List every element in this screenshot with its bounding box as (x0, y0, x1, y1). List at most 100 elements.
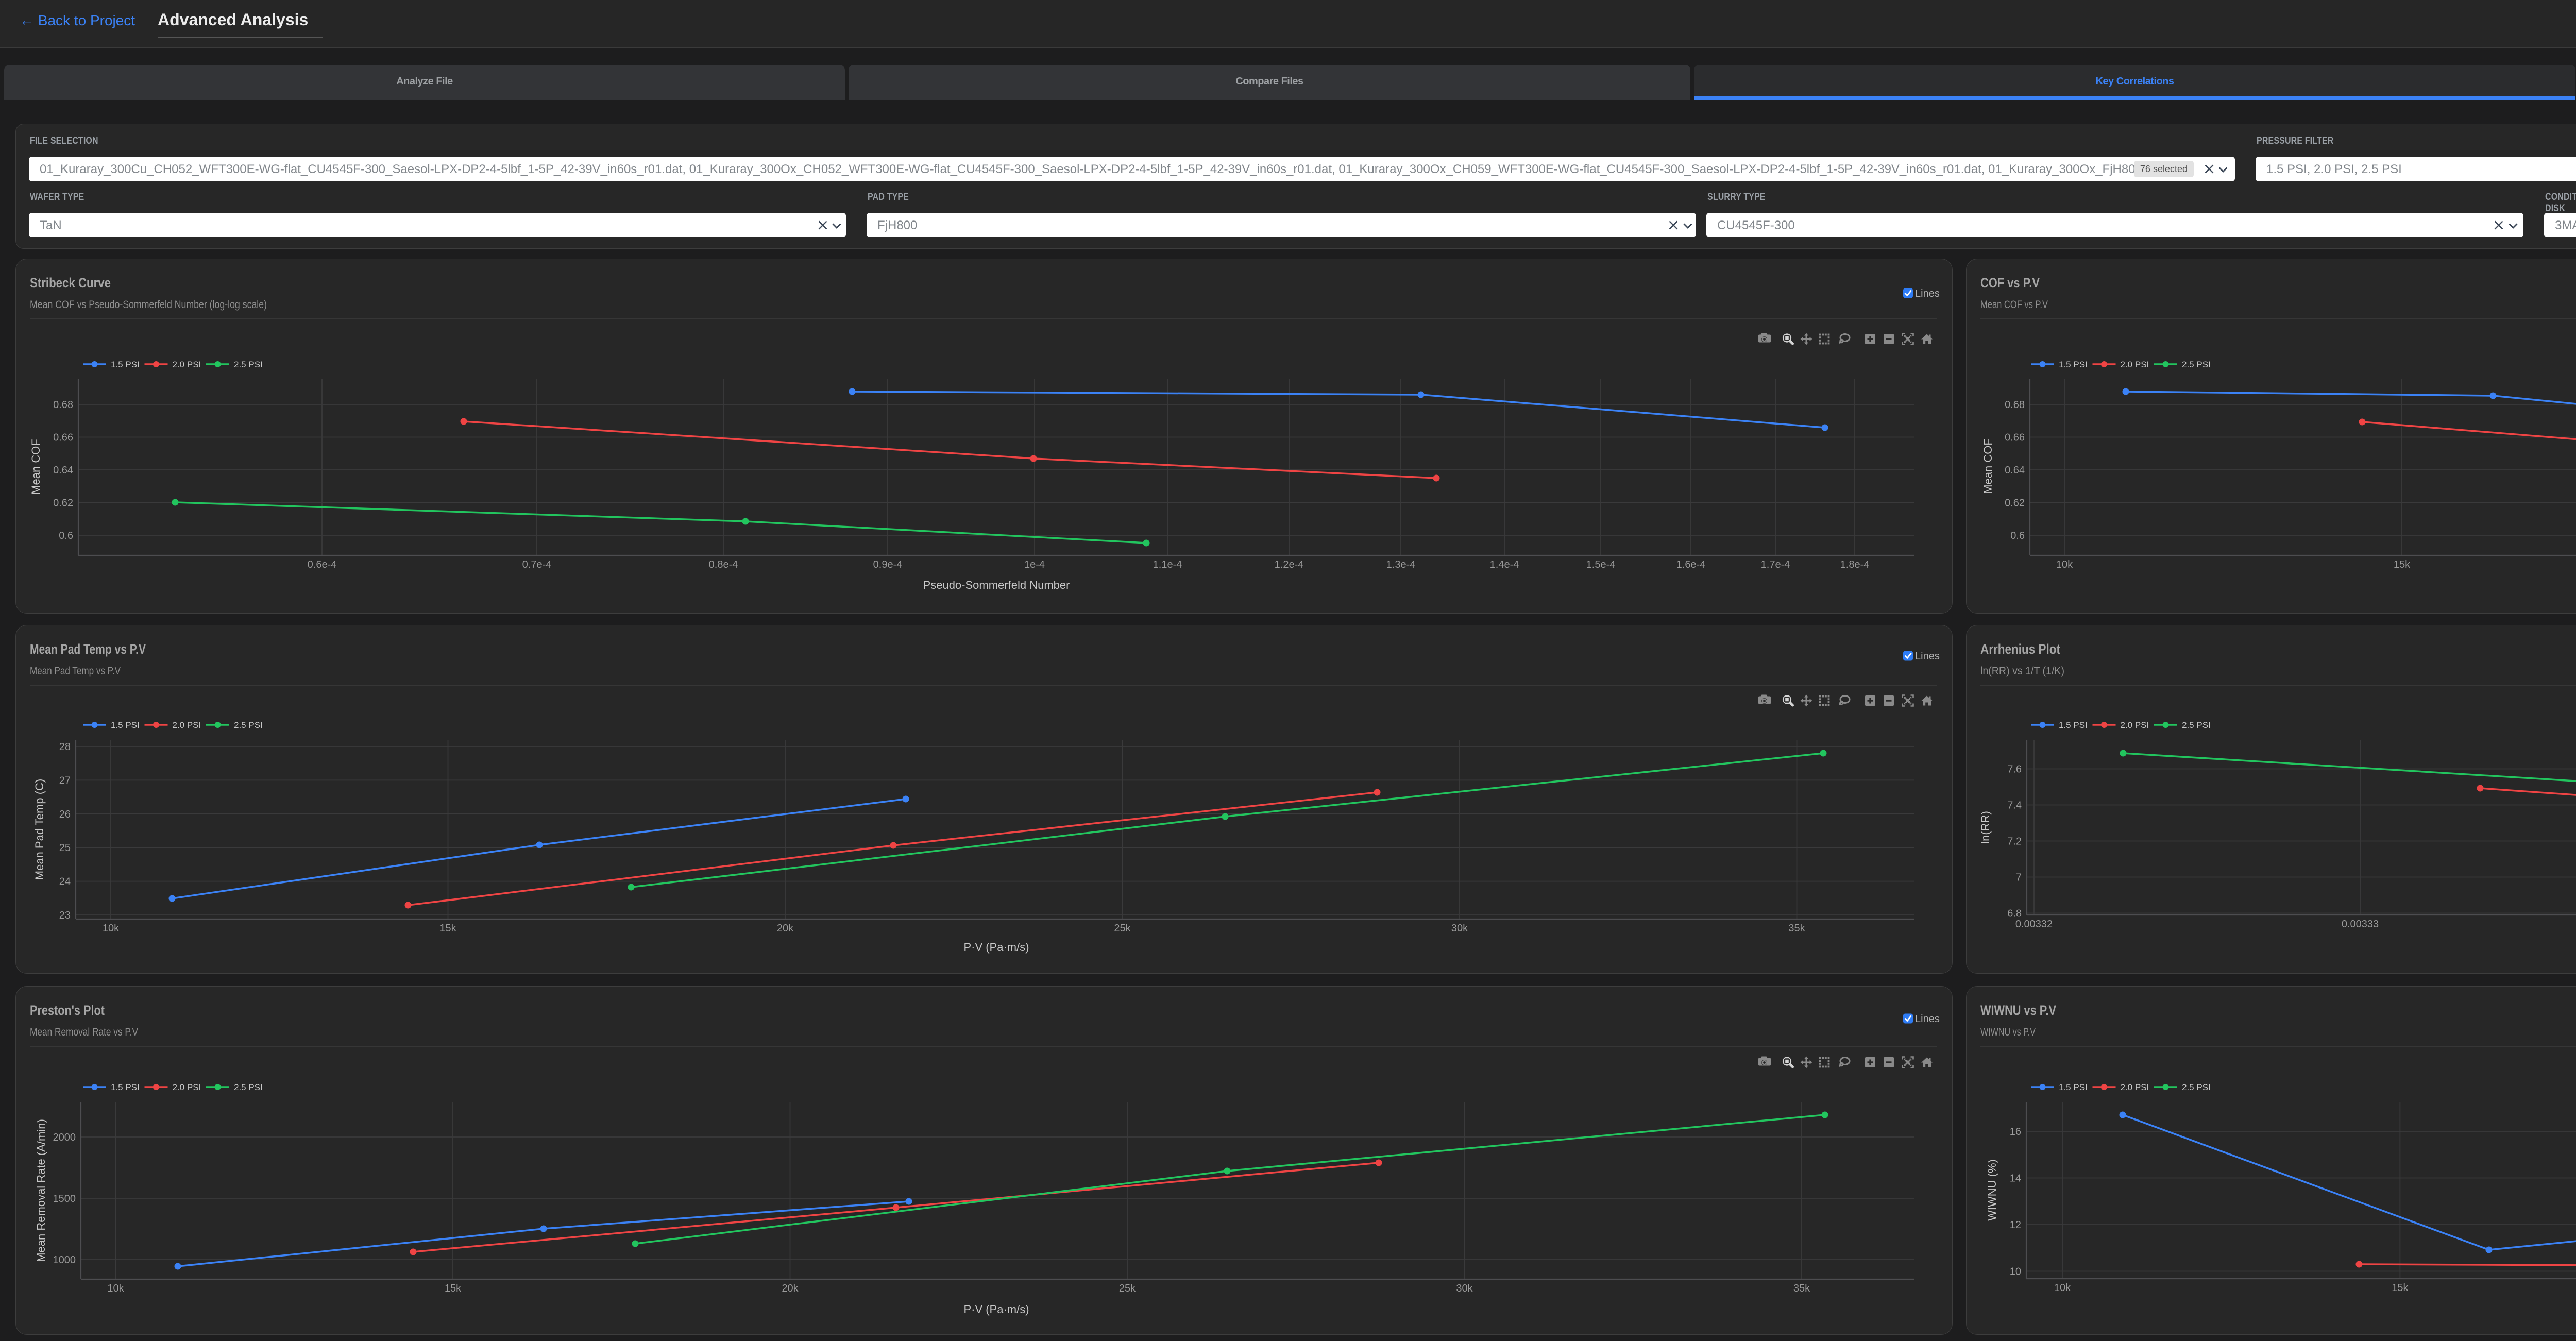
svg-text:2.0 PSI: 2.0 PSI (173, 720, 201, 730)
svg-text:0.68: 0.68 (53, 399, 73, 411)
svg-text:0.66: 0.66 (53, 432, 73, 444)
svg-text:1.4e-4: 1.4e-4 (1490, 559, 1519, 570)
svg-text:10k: 10k (2054, 1282, 2071, 1294)
svg-text:25k: 25k (1114, 923, 1131, 934)
svg-text:24: 24 (59, 876, 71, 888)
svg-text:P·V (Pa·m/s): P·V (Pa·m/s) (963, 941, 1029, 954)
svg-text:1.2e-4: 1.2e-4 (1275, 559, 1304, 570)
svg-text:0.62: 0.62 (2005, 498, 2025, 509)
svg-text:0.66: 0.66 (2005, 432, 2025, 444)
svg-text:2.5 PSI: 2.5 PSI (234, 360, 263, 369)
svg-text:23: 23 (59, 910, 71, 921)
svg-text:1.1e-4: 1.1e-4 (1153, 559, 1182, 570)
svg-text:0.7e-4: 0.7e-4 (522, 559, 552, 570)
svg-text:ln(RR) vs 1/T (1/K): ln(RR) vs 1/T (1/K) (1980, 665, 2064, 677)
svg-text:Mean Pad Temp vs P.V: Mean Pad Temp vs P.V (30, 641, 146, 657)
svg-text:1.7e-4: 1.7e-4 (1761, 559, 1790, 570)
svg-text:10k: 10k (2056, 559, 2073, 570)
svg-text:WIWNU vs P.V: WIWNU vs P.V (1980, 1003, 2056, 1018)
svg-text:2.5 PSI: 2.5 PSI (2182, 360, 2211, 369)
svg-text:28: 28 (59, 741, 71, 753)
svg-text:Mean COF: Mean COF (1981, 438, 1994, 494)
svg-text:26: 26 (59, 809, 71, 820)
svg-text:10k: 10k (103, 923, 120, 934)
svg-text:0.68: 0.68 (2005, 399, 2025, 411)
svg-text:1.5e-4: 1.5e-4 (1586, 559, 1616, 570)
svg-text:0.64: 0.64 (2005, 465, 2025, 476)
svg-text:2.0 PSI: 2.0 PSI (2121, 360, 2149, 369)
svg-text:0.00333: 0.00333 (2342, 919, 2379, 930)
svg-text:2.0 PSI: 2.0 PSI (173, 360, 201, 369)
svg-text:35k: 35k (1793, 1283, 1810, 1294)
svg-text:1.6e-4: 1.6e-4 (1676, 559, 1706, 570)
svg-text:1.3e-4: 1.3e-4 (1386, 559, 1416, 570)
svg-text:6.8: 6.8 (2007, 908, 2022, 920)
svg-text:2.5 PSI: 2.5 PSI (2182, 1082, 2211, 1092)
svg-text:35k: 35k (1788, 923, 1805, 934)
svg-text:10: 10 (2010, 1266, 2021, 1278)
svg-text:Arrhenius Plot: Arrhenius Plot (1980, 641, 2060, 657)
svg-text:15k: 15k (445, 1283, 462, 1294)
svg-text:14: 14 (2010, 1173, 2021, 1184)
svg-text:WIWNU (%): WIWNU (%) (1986, 1159, 1998, 1221)
svg-text:0.6: 0.6 (59, 530, 73, 541)
svg-text:P·V (Pa·m/s): P·V (Pa·m/s) (963, 1303, 1029, 1316)
svg-text:Mean COF vs Pseudo-Sommerfeld: Mean COF vs Pseudo-Sommerfeld Number (lo… (30, 299, 267, 311)
svg-text:0.8e-4: 0.8e-4 (709, 559, 738, 570)
svg-text:Lines: Lines (1915, 651, 1940, 662)
svg-text:2.5 PSI: 2.5 PSI (234, 720, 263, 730)
svg-text:Lines: Lines (1915, 288, 1940, 299)
svg-text:COF vs P.V: COF vs P.V (1980, 275, 2040, 291)
svg-text:1.5 PSI: 1.5 PSI (2059, 720, 2088, 730)
svg-text:Mean Removal Rate (A/min): Mean Removal Rate (A/min) (35, 1119, 47, 1262)
svg-text:1.8e-4: 1.8e-4 (1840, 559, 1870, 570)
svg-text:2.5 PSI: 2.5 PSI (2182, 720, 2211, 730)
svg-text:7.2: 7.2 (2007, 836, 2022, 847)
svg-text:1000: 1000 (53, 1254, 76, 1266)
svg-text:2.0 PSI: 2.0 PSI (173, 1082, 201, 1092)
svg-text:WIWNU vs P.V: WIWNU vs P.V (1980, 1026, 2036, 1038)
svg-text:20k: 20k (782, 1283, 799, 1294)
svg-text:1.5 PSI: 1.5 PSI (2059, 1082, 2088, 1092)
svg-text:15k: 15k (2394, 559, 2411, 570)
svg-text:1.5 PSI: 1.5 PSI (2059, 360, 2088, 369)
svg-text:2000: 2000 (53, 1132, 76, 1143)
svg-text:Mean COF: Mean COF (29, 439, 42, 495)
svg-text:1.5 PSI: 1.5 PSI (111, 360, 140, 369)
svg-text:Preston's Plot: Preston's Plot (30, 1003, 105, 1018)
svg-text:15k: 15k (439, 923, 456, 934)
svg-text:25: 25 (59, 842, 71, 854)
svg-text:30k: 30k (1456, 1283, 1473, 1294)
svg-text:Lines: Lines (1915, 1013, 1940, 1025)
svg-text:20k: 20k (777, 923, 794, 934)
svg-text:7: 7 (2016, 872, 2022, 884)
svg-text:1500: 1500 (53, 1193, 76, 1204)
svg-text:16: 16 (2010, 1126, 2021, 1138)
svg-text:Stribeck Curve: Stribeck Curve (30, 275, 111, 291)
svg-text:0.9e-4: 0.9e-4 (873, 559, 903, 570)
svg-text:2.0 PSI: 2.0 PSI (2121, 720, 2149, 730)
svg-text:15k: 15k (2392, 1282, 2409, 1294)
svg-text:Mean Removal Rate vs P.V: Mean Removal Rate vs P.V (30, 1026, 138, 1038)
svg-text:27: 27 (59, 775, 71, 786)
svg-text:2.5 PSI: 2.5 PSI (234, 1082, 263, 1092)
svg-text:1e-4: 1e-4 (1024, 559, 1045, 570)
svg-text:1.5 PSI: 1.5 PSI (111, 1082, 140, 1092)
svg-text:7.4: 7.4 (2007, 800, 2022, 811)
svg-text:0.00332: 0.00332 (2015, 919, 2053, 930)
svg-text:0.64: 0.64 (53, 465, 73, 476)
svg-text:25k: 25k (1119, 1283, 1136, 1294)
svg-text:Mean Pad Temp (C): Mean Pad Temp (C) (33, 779, 46, 880)
svg-text:30k: 30k (1451, 923, 1468, 934)
svg-text:Mean Pad Temp vs P.V: Mean Pad Temp vs P.V (30, 665, 121, 677)
svg-text:Pseudo-Sommerfeld Number: Pseudo-Sommerfeld Number (923, 579, 1070, 591)
svg-text:10k: 10k (107, 1283, 124, 1294)
svg-text:2.0 PSI: 2.0 PSI (2121, 1082, 2149, 1092)
svg-text:Mean COF vs P.V: Mean COF vs P.V (1980, 299, 2048, 311)
svg-text:1.5 PSI: 1.5 PSI (111, 720, 140, 730)
svg-text:12: 12 (2010, 1219, 2021, 1231)
svg-text:0.62: 0.62 (53, 498, 73, 509)
svg-text:0.6: 0.6 (2010, 530, 2025, 541)
svg-text:ln(RR): ln(RR) (1979, 811, 1992, 844)
svg-text:7.6: 7.6 (2007, 764, 2022, 775)
